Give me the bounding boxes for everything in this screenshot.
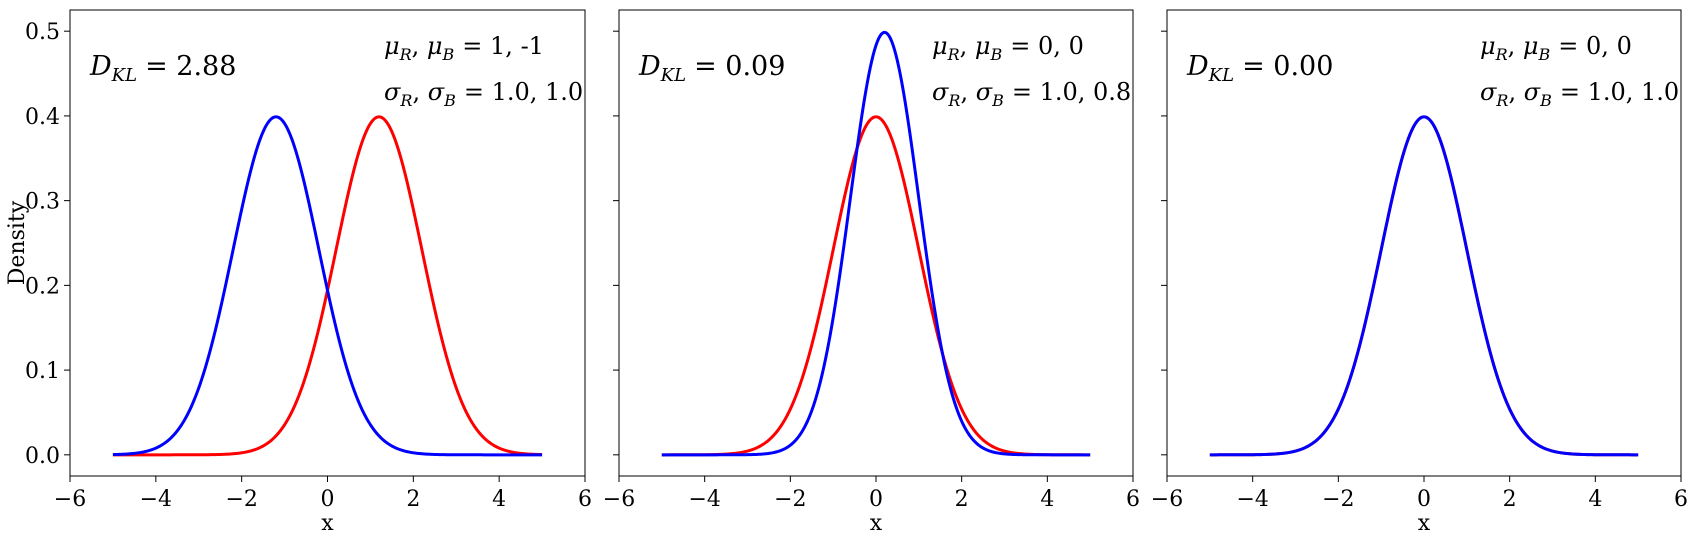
kl-subscript: KL: [111, 65, 137, 86]
kl-symbol: D: [638, 51, 661, 82]
kl-subscript: KL: [1208, 65, 1234, 86]
kl-divergence-annotation: DKL = 0.00: [1186, 51, 1333, 86]
mu-symbol: μ: [932, 32, 948, 60]
separator: ,: [412, 78, 427, 106]
separator: ,: [1508, 32, 1523, 60]
sigma-symbol: σ: [428, 78, 445, 106]
mu-subscript-r: R: [947, 45, 960, 64]
sigma-subscript-r: R: [399, 91, 412, 110]
separator: ,: [960, 78, 975, 106]
kl-value: = 0.09: [694, 51, 785, 82]
sigma-subscript-b: B: [991, 91, 1004, 110]
x-tick-label: −4: [688, 487, 720, 512]
kl-divergence-annotation: DKL = 0.09: [638, 51, 785, 86]
x-axis-label: x: [321, 511, 334, 536]
x-tick-label: −6: [603, 487, 635, 512]
x-tick-label: 6: [1126, 487, 1140, 512]
sigma-symbol: σ: [384, 78, 401, 106]
y-tick-label: 0.1: [25, 359, 60, 384]
mu-value: = 0, 0: [1010, 32, 1084, 60]
separator: ,: [960, 32, 975, 60]
x-tick-label: −4: [140, 487, 172, 512]
x-tick-label: 0: [321, 487, 335, 512]
mu-symbol: μ: [384, 32, 400, 60]
y-tick-label: 0.2: [25, 274, 60, 299]
mu-subscript-b: B: [442, 45, 455, 64]
sigma-subscript-b: B: [443, 91, 456, 110]
x-tick-label: 4: [1588, 487, 1602, 512]
blue-density-curve: [112, 115, 543, 457]
x-tick-label: 4: [492, 487, 506, 512]
blue-density-curve: [1209, 115, 1639, 457]
y-tick-label: 0.3: [25, 190, 60, 215]
x-axis-label: x: [1418, 511, 1431, 536]
blue-density-curve: [661, 30, 1091, 457]
x-tick-label: −2: [1322, 487, 1354, 512]
sigma-value: = 1.0, 1.0: [464, 78, 583, 106]
mu-subscript-r: R: [1495, 45, 1508, 64]
mu-symbol: μ: [1480, 32, 1496, 60]
x-tick-label: 0: [1417, 487, 1431, 512]
red-density-curve: [661, 115, 1091, 457]
separator: ,: [412, 32, 427, 60]
y-tick-label: 0.5: [25, 20, 60, 45]
mu-parameters-annotation: μR, μB = 0, 0: [1480, 32, 1632, 64]
sigma-parameters-annotation: σR, σB = 1.0, 1.0: [384, 78, 583, 110]
x-tick-label: 2: [406, 487, 420, 512]
kl-value: = 0.00: [1242, 51, 1333, 82]
sigma-symbol: σ: [932, 78, 949, 106]
y-tick-label: 0.0: [25, 444, 60, 469]
mu-symbol: μ: [427, 32, 443, 60]
sigma-parameters-annotation: σR, σB = 1.0, 1.0: [1480, 78, 1679, 110]
sigma-subscript-r: R: [1495, 91, 1508, 110]
x-tick-label: 4: [1040, 487, 1054, 512]
x-tick-label: 2: [955, 487, 969, 512]
sigma-symbol: σ: [1524, 78, 1541, 106]
kl-value: = 2.88: [145, 51, 236, 82]
mu-symbol: μ: [1523, 32, 1539, 60]
mu-parameters-annotation: μR, μB = 0, 0: [932, 32, 1084, 64]
mu-parameters-annotation: μR, μB = 1, -1: [384, 32, 544, 64]
mu-subscript-b: B: [1538, 45, 1551, 64]
sigma-symbol: σ: [1480, 78, 1497, 106]
kl-subscript: KL: [660, 65, 686, 86]
sigma-subscript-b: B: [1539, 91, 1552, 110]
mu-value: = 0, 0: [1558, 32, 1632, 60]
y-tick-label: 0.4: [25, 105, 60, 130]
x-tick-label: −2: [774, 487, 806, 512]
x-tick-label: 2: [1503, 487, 1517, 512]
x-axis-label: x: [870, 511, 883, 536]
x-tick-label: −4: [1236, 487, 1268, 512]
kl-divergence-annotation: DKL = 2.88: [89, 51, 236, 86]
x-tick-label: −6: [54, 487, 86, 512]
chart-panel-1: −6 −4 −2 0 2 4 6 0.0 0.1 0.2 0.3 0.4 0.5 x Density DKL =…: [5, 9, 592, 536]
mu-symbol: μ: [975, 32, 991, 60]
sigma-symbol: σ: [976, 78, 993, 106]
kl-symbol: D: [1186, 51, 1209, 82]
x-tick-label: 6: [578, 487, 592, 512]
mu-subscript-r: R: [399, 45, 412, 64]
x-tick-label: 6: [1674, 487, 1688, 512]
sigma-value: = 1.0, 1.0: [1560, 78, 1679, 106]
sigma-value: = 1.0, 0.8: [1012, 78, 1131, 106]
y-axis-label: Density: [5, 200, 30, 285]
sigma-subscript-r: R: [947, 91, 960, 110]
red-density-curve: [1209, 115, 1639, 457]
x-tick-label: −6: [1151, 487, 1183, 512]
mu-value: = 1, -1: [462, 32, 544, 60]
kl-symbol: D: [89, 51, 112, 82]
x-tick-label: 0: [869, 487, 883, 512]
x-tick-label: −2: [225, 487, 257, 512]
mu-subscript-b: B: [990, 45, 1003, 64]
sigma-parameters-annotation: σR, σB = 1.0, 0.8: [932, 78, 1131, 110]
separator: ,: [1508, 78, 1523, 106]
